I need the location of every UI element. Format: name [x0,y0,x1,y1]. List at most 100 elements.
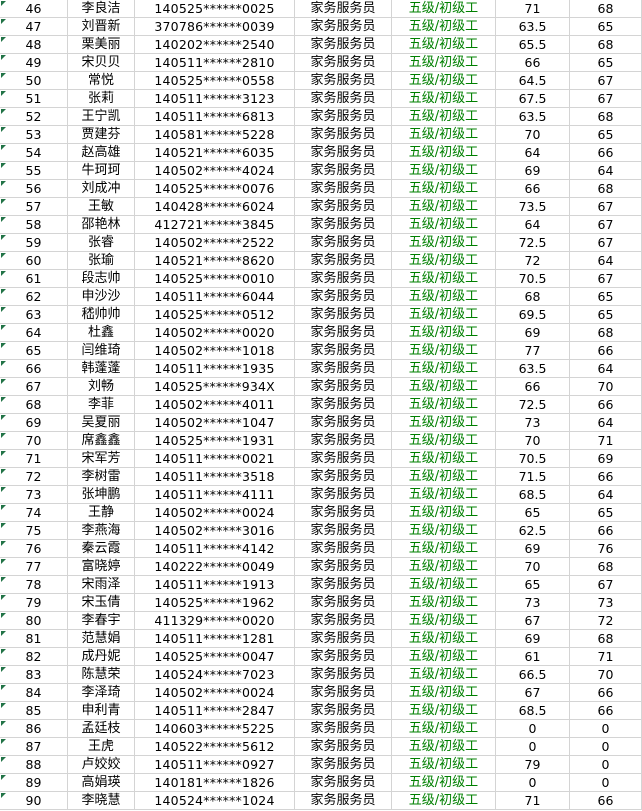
cell-score-2[interactable]: 76 [570,540,642,558]
cell-score-2[interactable]: 65 [570,306,642,324]
cell-score-2[interactable]: 68 [570,108,642,126]
cell-score-2[interactable]: 68 [570,630,642,648]
cell-id-number[interactable]: 140511******0927 [135,756,295,774]
cell-score-2[interactable]: 0 [570,774,642,792]
cell-row-number[interactable]: 68 [0,396,68,414]
cell-id-number[interactable]: 140511******1935 [135,360,295,378]
cell-name[interactable]: 李良洁 [68,0,135,18]
cell-occupation[interactable]: 家务服务员 [295,612,392,630]
cell-level[interactable]: 五级/初级工 [392,792,496,810]
cell-name[interactable]: 成丹妮 [68,648,135,666]
cell-name[interactable]: 富晓婷 [68,558,135,576]
cell-name[interactable]: 刘成冲 [68,180,135,198]
cell-level[interactable]: 五级/初级工 [392,234,496,252]
cell-level[interactable]: 五级/初级工 [392,252,496,270]
cell-score-1[interactable]: 0 [496,720,570,738]
cell-row-number[interactable]: 65 [0,342,68,360]
cell-score-1[interactable]: 64 [496,144,570,162]
cell-id-number[interactable]: 140428******6024 [135,198,295,216]
cell-row-number[interactable]: 79 [0,594,68,612]
cell-name[interactable]: 吴夏丽 [68,414,135,432]
cell-occupation[interactable]: 家务服务员 [295,144,392,162]
cell-score-2[interactable]: 64 [570,486,642,504]
cell-occupation[interactable]: 家务服务员 [295,270,392,288]
cell-occupation[interactable]: 家务服务员 [295,324,392,342]
cell-occupation[interactable]: 家务服务员 [295,288,392,306]
cell-row-number[interactable]: 64 [0,324,68,342]
cell-name[interactable]: 李燕海 [68,522,135,540]
cell-row-number[interactable]: 60 [0,252,68,270]
cell-occupation[interactable]: 家务服务员 [295,432,392,450]
cell-row-number[interactable]: 55 [0,162,68,180]
cell-level[interactable]: 五级/初级工 [392,612,496,630]
cell-score-1[interactable]: 65 [496,504,570,522]
cell-occupation[interactable]: 家务服务员 [295,90,392,108]
cell-id-number[interactable]: 140502******1047 [135,414,295,432]
cell-row-number[interactable]: 82 [0,648,68,666]
cell-id-number[interactable]: 140511******4111 [135,486,295,504]
cell-name[interactable]: 宋玉倩 [68,594,135,612]
cell-level[interactable]: 五级/初级工 [392,216,496,234]
cell-name[interactable]: 王敏 [68,198,135,216]
cell-score-1[interactable]: 0 [496,774,570,792]
cell-score-1[interactable]: 64 [496,216,570,234]
cell-id-number[interactable]: 140511******2810 [135,54,295,72]
cell-score-1[interactable]: 0 [496,738,570,756]
cell-score-2[interactable]: 64 [570,414,642,432]
cell-id-number[interactable]: 140525******0076 [135,180,295,198]
cell-id-number[interactable]: 140521******6035 [135,144,295,162]
cell-id-number[interactable]: 140525******0025 [135,0,295,18]
cell-score-2[interactable]: 66 [570,396,642,414]
cell-score-1[interactable]: 72.5 [496,234,570,252]
cell-level[interactable]: 五级/初级工 [392,576,496,594]
cell-level[interactable]: 五级/初级工 [392,486,496,504]
cell-occupation[interactable]: 家务服务员 [295,774,392,792]
cell-score-1[interactable]: 68.5 [496,486,570,504]
cell-occupation[interactable]: 家务服务员 [295,306,392,324]
cell-name[interactable]: 席鑫鑫 [68,432,135,450]
cell-id-number[interactable]: 140525******1962 [135,594,295,612]
cell-id-number[interactable]: 140603******5225 [135,720,295,738]
cell-row-number[interactable]: 73 [0,486,68,504]
cell-level[interactable]: 五级/初级工 [392,54,496,72]
cell-name[interactable]: 李春宇 [68,612,135,630]
cell-row-number[interactable]: 48 [0,36,68,54]
cell-name[interactable]: 常悦 [68,72,135,90]
cell-row-number[interactable]: 77 [0,558,68,576]
cell-score-1[interactable]: 71.5 [496,468,570,486]
cell-occupation[interactable]: 家务服务员 [295,414,392,432]
cell-name[interactable]: 张莉 [68,90,135,108]
cell-score-2[interactable]: 70 [570,666,642,684]
cell-level[interactable]: 五级/初级工 [392,162,496,180]
cell-level[interactable]: 五级/初级工 [392,630,496,648]
cell-row-number[interactable]: 81 [0,630,68,648]
cell-score-2[interactable]: 69 [570,450,642,468]
cell-score-2[interactable]: 64 [570,252,642,270]
cell-score-1[interactable]: 63.5 [496,360,570,378]
cell-id-number[interactable]: 140181******1826 [135,774,295,792]
cell-occupation[interactable]: 家务服务员 [295,702,392,720]
cell-row-number[interactable]: 71 [0,450,68,468]
cell-score-2[interactable]: 65 [570,504,642,522]
cell-name[interactable]: 杜鑫 [68,324,135,342]
cell-level[interactable]: 五级/初级工 [392,108,496,126]
cell-score-1[interactable]: 69 [496,540,570,558]
cell-name[interactable]: 嵇帅帅 [68,306,135,324]
cell-score-2[interactable]: 66 [570,342,642,360]
cell-id-number[interactable]: 140502******3016 [135,522,295,540]
cell-score-2[interactable]: 66 [570,684,642,702]
cell-occupation[interactable]: 家务服务员 [295,684,392,702]
cell-name[interactable]: 王宁凯 [68,108,135,126]
cell-row-number[interactable]: 58 [0,216,68,234]
cell-name[interactable]: 宋贝贝 [68,54,135,72]
cell-id-number[interactable]: 140525******0010 [135,270,295,288]
cell-id-number[interactable]: 411329******0020 [135,612,295,630]
cell-score-2[interactable]: 67 [570,198,642,216]
cell-level[interactable]: 五级/初级工 [392,774,496,792]
cell-occupation[interactable]: 家务服务员 [295,558,392,576]
cell-id-number[interactable]: 140222******0049 [135,558,295,576]
cell-id-number[interactable]: 140525******0512 [135,306,295,324]
cell-level[interactable]: 五级/初级工 [392,270,496,288]
cell-level[interactable]: 五级/初级工 [392,126,496,144]
cell-name[interactable]: 秦云霞 [68,540,135,558]
